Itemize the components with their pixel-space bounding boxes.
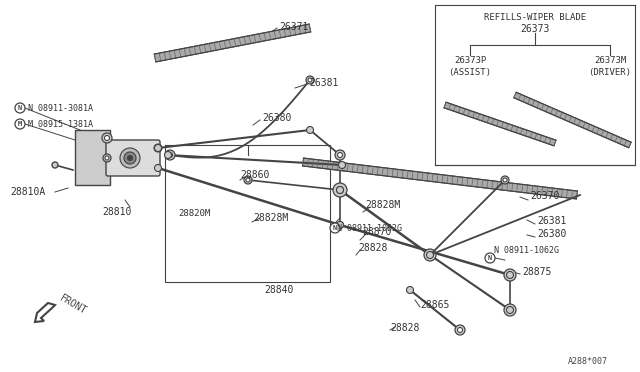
Text: N 08911-1062G: N 08911-1062G xyxy=(494,246,559,254)
Text: N 08911-1062G: N 08911-1062G xyxy=(337,224,402,232)
Circle shape xyxy=(507,307,513,313)
Text: 28810A: 28810A xyxy=(10,187,45,197)
Circle shape xyxy=(306,76,314,84)
Text: REFILLS-WIPER BLADE: REFILLS-WIPER BLADE xyxy=(484,13,586,22)
Circle shape xyxy=(337,186,344,193)
Text: 26381: 26381 xyxy=(537,216,566,226)
Circle shape xyxy=(246,178,250,182)
Circle shape xyxy=(337,221,344,228)
Text: M 08915-1381A: M 08915-1381A xyxy=(28,119,93,128)
Text: 28828: 28828 xyxy=(358,243,387,253)
Circle shape xyxy=(307,126,314,134)
Text: 28870: 28870 xyxy=(362,227,392,237)
Polygon shape xyxy=(35,303,55,322)
Text: (ASSIST): (ASSIST) xyxy=(449,67,492,77)
Circle shape xyxy=(333,183,347,197)
Circle shape xyxy=(337,221,344,228)
Text: FRONT: FRONT xyxy=(58,294,88,317)
Text: 28828M: 28828M xyxy=(253,213,288,223)
Text: 26380: 26380 xyxy=(537,229,566,239)
Circle shape xyxy=(154,144,162,152)
Text: 28865: 28865 xyxy=(420,300,449,310)
Circle shape xyxy=(335,150,345,160)
Polygon shape xyxy=(303,158,577,199)
Circle shape xyxy=(337,153,342,157)
Circle shape xyxy=(104,135,109,141)
Text: A288*007: A288*007 xyxy=(568,357,608,366)
Text: N 08911-3081A: N 08911-3081A xyxy=(28,103,93,112)
Circle shape xyxy=(506,272,513,279)
Text: 26371: 26371 xyxy=(279,22,308,32)
Circle shape xyxy=(503,178,507,182)
Circle shape xyxy=(164,151,172,158)
Circle shape xyxy=(244,176,252,184)
Text: 28840: 28840 xyxy=(264,285,293,295)
Circle shape xyxy=(127,155,132,160)
Circle shape xyxy=(308,78,312,82)
Circle shape xyxy=(485,253,495,263)
Text: N: N xyxy=(333,225,337,231)
Text: 26381: 26381 xyxy=(309,78,339,88)
Polygon shape xyxy=(444,102,556,146)
Text: 28860: 28860 xyxy=(240,170,269,180)
Text: 28820M: 28820M xyxy=(178,208,211,218)
Circle shape xyxy=(124,152,136,164)
Circle shape xyxy=(154,164,161,171)
Text: M: M xyxy=(18,121,22,127)
Circle shape xyxy=(168,153,173,157)
Circle shape xyxy=(426,251,433,259)
Text: (DRIVER): (DRIVER) xyxy=(589,67,632,77)
Circle shape xyxy=(165,150,175,160)
Circle shape xyxy=(337,186,344,193)
Text: 28828: 28828 xyxy=(390,323,419,333)
Circle shape xyxy=(501,176,509,184)
Circle shape xyxy=(456,327,463,334)
Text: 26373P: 26373P xyxy=(454,55,486,64)
Circle shape xyxy=(154,144,161,151)
Circle shape xyxy=(504,269,516,281)
Circle shape xyxy=(507,272,513,278)
Circle shape xyxy=(156,146,160,150)
Polygon shape xyxy=(154,24,311,62)
Text: 28810: 28810 xyxy=(102,207,131,217)
Text: 28875: 28875 xyxy=(522,267,552,277)
Circle shape xyxy=(330,223,340,233)
Circle shape xyxy=(506,272,513,279)
Circle shape xyxy=(427,252,433,258)
Circle shape xyxy=(458,327,463,333)
Circle shape xyxy=(426,251,433,259)
Text: 26373M: 26373M xyxy=(594,55,626,64)
Circle shape xyxy=(15,119,25,129)
Circle shape xyxy=(339,161,346,169)
Circle shape xyxy=(455,325,465,335)
Text: 26380: 26380 xyxy=(262,113,291,123)
Circle shape xyxy=(52,162,58,168)
Text: 26370: 26370 xyxy=(530,191,559,201)
FancyBboxPatch shape xyxy=(106,140,160,176)
Circle shape xyxy=(504,304,516,316)
Text: N: N xyxy=(18,105,22,111)
Text: 26373: 26373 xyxy=(520,24,550,34)
Circle shape xyxy=(120,148,140,168)
Circle shape xyxy=(103,154,111,162)
Polygon shape xyxy=(75,130,110,185)
Text: N: N xyxy=(488,255,492,261)
Circle shape xyxy=(424,249,436,261)
Circle shape xyxy=(406,286,413,294)
Polygon shape xyxy=(514,92,631,148)
Circle shape xyxy=(506,307,513,314)
Text: 28828M: 28828M xyxy=(365,200,400,210)
Circle shape xyxy=(105,156,109,160)
Circle shape xyxy=(102,133,112,143)
Circle shape xyxy=(506,307,513,314)
Circle shape xyxy=(15,103,25,113)
